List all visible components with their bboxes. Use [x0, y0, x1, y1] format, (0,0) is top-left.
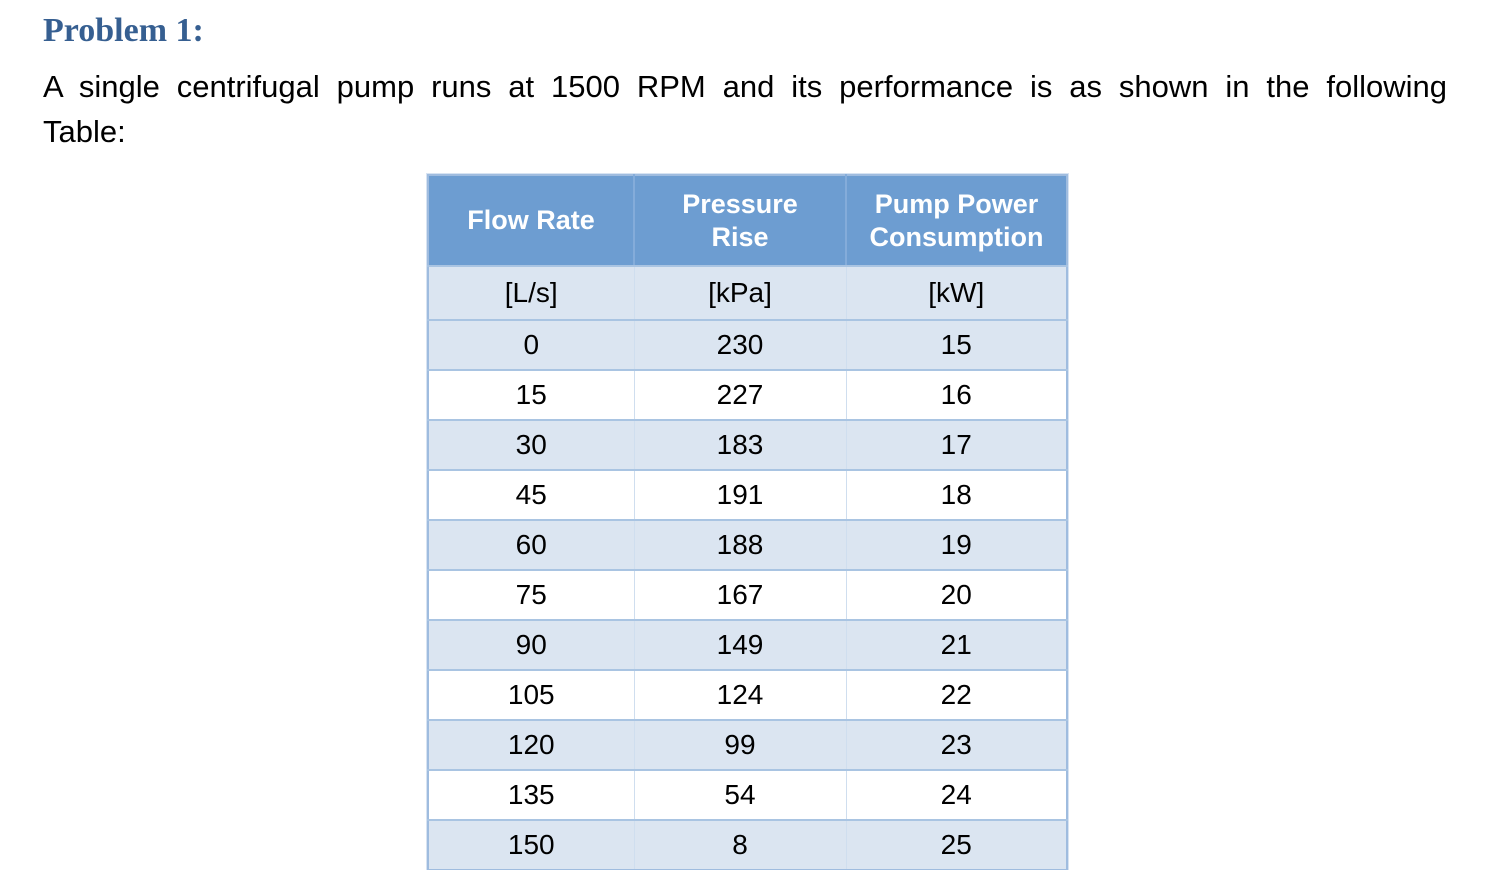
- header-cell-pump-power: Pump Power Consumption: [846, 175, 1067, 267]
- table-cell: 21: [846, 619, 1067, 670]
- table-row: 90 149 21: [428, 619, 1067, 670]
- table-cell: 24: [846, 769, 1067, 820]
- table-cell: 60: [428, 519, 635, 570]
- table-cell: 150: [428, 819, 635, 870]
- pump-performance-table: Flow Rate Pressure Rise Pump Power Consu…: [427, 174, 1068, 870]
- table-row: 105 124 22: [428, 669, 1067, 720]
- table-row: 30 183 17: [428, 419, 1067, 470]
- intro-line-2: Table:: [43, 114, 126, 149]
- table-row: 150 8 25: [428, 819, 1067, 870]
- table-cell: 30: [428, 419, 635, 470]
- table-cell: 191: [634, 469, 847, 520]
- intro-line-1: A single centrifugal pump runs at 1500 R…: [43, 69, 1447, 104]
- header-cell-flow-rate: Flow Rate: [428, 175, 635, 267]
- table-cell: 16: [846, 369, 1067, 420]
- table-cell: 15: [428, 369, 635, 420]
- intro-paragraph: A single centrifugal pump runs at 1500 R…: [43, 64, 1447, 154]
- header-cell-pressure-rise: Pressure Rise: [634, 175, 847, 267]
- table-row: 0 230 15: [428, 319, 1067, 370]
- table-cell: 120: [428, 719, 635, 770]
- table-cell: 135: [428, 769, 635, 820]
- table-row: 60 188 19: [428, 519, 1067, 570]
- table-row: 135 54 24: [428, 769, 1067, 820]
- table-cell: 25: [846, 819, 1067, 870]
- table-cell: 99: [634, 719, 847, 770]
- table-cell: 75: [428, 569, 635, 620]
- table-cell: 230: [634, 319, 847, 370]
- table-cell: 15: [846, 319, 1067, 370]
- table-cell: 227: [634, 369, 847, 420]
- table-cell: 124: [634, 669, 847, 720]
- table-cell: 18: [846, 469, 1067, 520]
- table-cell: 23: [846, 719, 1067, 770]
- table-header-row: Flow Rate Pressure Rise Pump Power Consu…: [428, 175, 1067, 267]
- table-cell: 8: [634, 819, 847, 870]
- table-cell: 45: [428, 469, 635, 520]
- table-cell: 90: [428, 619, 635, 670]
- table-cell: 167: [634, 569, 847, 620]
- units-cell: [kPa]: [634, 266, 847, 320]
- table-units-row: [L/s] [kPa] [kW]: [428, 266, 1067, 320]
- table-row: 45 191 18: [428, 469, 1067, 520]
- units-cell: [L/s]: [428, 266, 635, 320]
- table-cell: 17: [846, 419, 1067, 470]
- table-row: 75 167 20: [428, 569, 1067, 620]
- table-cell: 54: [634, 769, 847, 820]
- table-header: Flow Rate Pressure Rise Pump Power Consu…: [428, 175, 1067, 267]
- table-cell: 183: [634, 419, 847, 470]
- table-cell: 105: [428, 669, 635, 720]
- units-cell: [kW]: [846, 266, 1067, 320]
- table-cell: 149: [634, 619, 847, 670]
- table-cell: 19: [846, 519, 1067, 570]
- table-row: 15 227 16: [428, 369, 1067, 420]
- problem-heading: Problem 1:: [43, 12, 204, 49]
- table-row: 120 99 23: [428, 719, 1067, 770]
- table-cell: 22: [846, 669, 1067, 720]
- table-cell: 0: [428, 319, 635, 370]
- table-cell: 20: [846, 569, 1067, 620]
- table-cell: 188: [634, 519, 847, 570]
- table-body: [L/s] [kPa] [kW] 0 230 15 15 227 16 30 1…: [428, 266, 1067, 870]
